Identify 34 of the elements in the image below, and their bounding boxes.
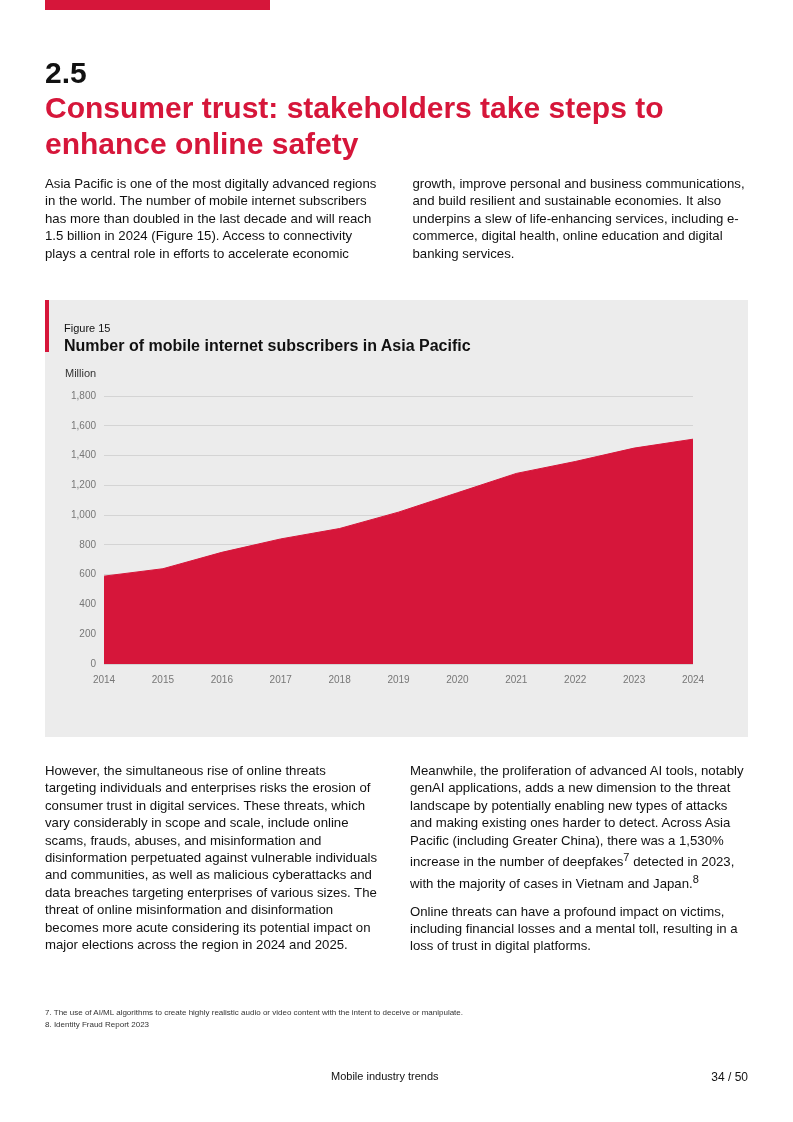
text: 8. Identity Fraud Report 2023	[45, 1020, 150, 1029]
text: Consumer trust: stakeholders take steps to enhance online safety	[45, 90, 665, 162]
x-tick-label: 2022	[564, 673, 587, 685]
text: However, the simultaneous rise of online threats targeting individuals and enterprises risks the erosion of consumer trust in digital services. These threats, which vary considerably in scope and scale, include online scams, frauds, abuses, and misinformation and disinformation perpetuated against vulnerable individuals and communities, as well as malicious cyberattacks and data breaches targeting enterprises of various sizes. The threat of online misinformation and disinformation becomes more acute considering its potential impact on major elections across the region in 2024 and 2025.	[45, 763, 378, 953]
text: Meanwhile, the proliferation of advanced AI tools, notably genAI applications, adds a new dimension to the threat landscape by potentially enabling new types of attacks and making existing ones harder to detect. Across Asia Pacific (including Greater China), there was a 1,530% increase in the number of deepfakes$^{7}$ detected in 2023, with the majority of cases in Vietnam and Japan.$^{8}$	[410, 763, 744, 892]
x-tick-label: 2016	[210, 673, 234, 685]
chart-title: Number of mobile internet subscribers in Asia Pacific	[64, 337, 471, 355]
text: Mobile industry trends	[331, 1070, 439, 1082]
y-tick-label: 1,400	[70, 449, 97, 461]
y-axis-title: Million	[65, 366, 97, 379]
y-tick-label: 1,600	[70, 419, 97, 431]
y-tick-label: 200	[79, 627, 97, 639]
y-tick-label: 800	[79, 538, 97, 550]
text: Online threats can have a profound impact on victims, including financial losses and a mental toll, resulting in a loss of trust in digital platforms.	[410, 902, 739, 955]
text: Asia Pacific is one of the most digitally advanced regions in the world. The number of mobile internet subscribers has more than doubled in the last decade and will reach 1.5 billion in 2024 (Figure 15). Access to connectivity plays a central role in efforts to accelerate economic growth, improve personal and business communications, and build resilient and sustainable economies. It also underpins a slew of life-enhancing services, including e-commerce, digital health, online education and digital banking services.	[45, 176, 745, 261]
x-tick-label: 2023	[622, 673, 646, 685]
x-tick-label: 2019	[387, 673, 411, 685]
x-tick-label: 2021	[505, 673, 528, 685]
x-tick-label: 2024	[681, 673, 705, 685]
y-tick-label: 1,200	[70, 479, 97, 491]
chart-subtitle: Figure 15	[64, 322, 111, 334]
x-tick-label: 2014	[92, 673, 116, 685]
y-tick-label: 1,800	[70, 389, 97, 401]
text: 2.5	[45, 56, 87, 90]
x-tick-label: 2020	[446, 673, 469, 685]
x-tick-label: 2015	[151, 673, 175, 685]
y-tick-label: 1,000	[70, 508, 97, 520]
text: 34 / 50	[711, 1070, 748, 1084]
text: 7. The use of AI/ML algorithms to create highly realistic audio or video content with the intent to deceive or manipulate.	[45, 1008, 464, 1017]
y-tick-label: 400	[79, 598, 97, 610]
y-tick-label: 600	[79, 568, 97, 580]
y-tick-label: 0	[90, 657, 97, 669]
x-tick-label: 2018	[328, 673, 352, 685]
x-tick-label: 2017	[269, 673, 293, 685]
